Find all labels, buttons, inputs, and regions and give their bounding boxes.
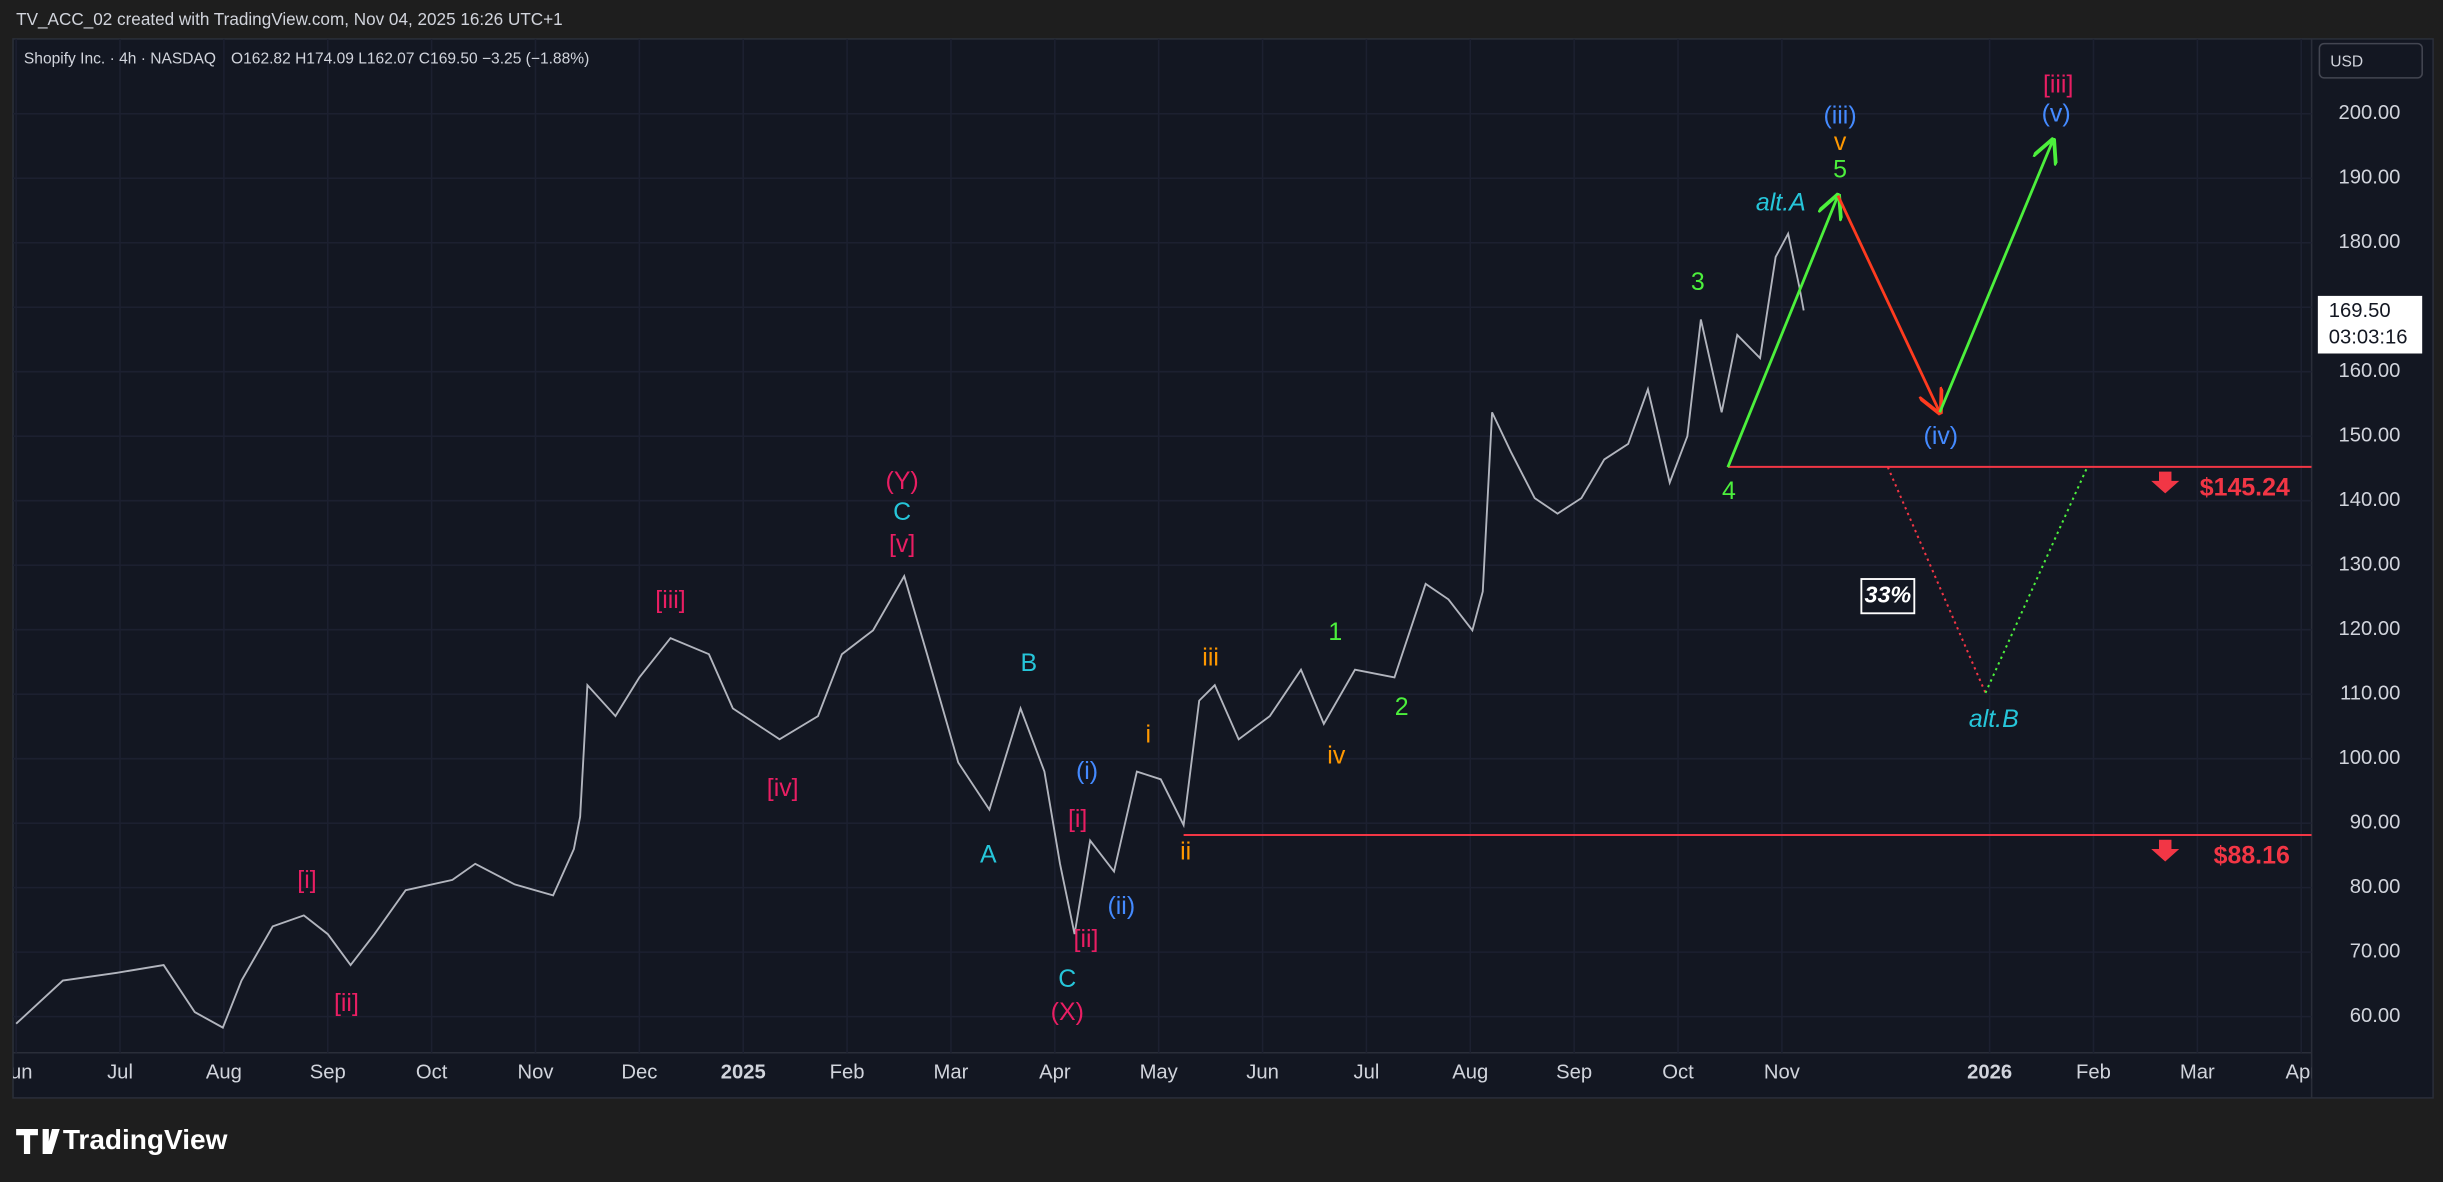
y-tick-label: 120.00 [2338,618,2400,640]
wave-label: [iii] [655,586,685,614]
x-tick-label: Sep [1556,1061,1592,1083]
wave-label: [iv] [767,774,799,802]
grid-layer [13,38,2312,1053]
currency-button[interactable] [2318,42,2423,79]
x-tick-label: Dec [621,1061,657,1083]
wave-label: (iii) [1823,102,1856,130]
y-tick-label: 70.00 [2350,940,2401,962]
level-arrow-icon [2151,839,2180,862]
y-tick-label: 80.00 [2350,876,2401,898]
y-tick-label: 110.00 [2340,683,2400,705]
x-tick-label: 2026 [1967,1061,2012,1083]
x-tick-label: 2025 [721,1061,766,1083]
axes-layer: 60.0070.0080.0090.00100.00110.00120.0013… [0,102,2401,1083]
wave-label: [i] [1068,805,1087,833]
y-tick-label: 180.00 [2338,231,2400,253]
x-tick-label: Feb [2076,1061,2111,1083]
x-tick-label: Nov [1764,1061,1801,1083]
x-tick-label: Jun [0,1061,32,1083]
wave-label: 4 [1722,477,1736,505]
x-tick-label: Jun [1246,1061,1279,1083]
wave-label: (v) [2042,100,2071,128]
brand-logo: TradingView [16,1124,228,1155]
brand: TradingView [63,1124,228,1155]
x-tick-label: Oct [1662,1061,1694,1083]
x-tick-label: Mar [934,1061,969,1083]
level-label: $88.16 [2214,841,2290,869]
x-tick-label: Nov [517,1061,554,1083]
x-tick-label: Sep [310,1061,346,1083]
price-tag-price: 169.50 [2329,300,2391,322]
wave-label: C [1058,965,1076,993]
wave-label: v [1834,128,1847,156]
y-tick-label: 150.00 [2338,425,2400,447]
wave-label: 5 [1833,156,1847,184]
x-tick-label: Jul [107,1061,133,1083]
x-tick-label: Oct [416,1061,448,1083]
y-tick-label: 160.00 [2338,360,2400,382]
legend-ohlc: O162.82 H174.09 L162.07 C169.50 −3.25 (−… [231,50,589,67]
wave-label: iii [1202,643,1219,671]
x-tick-label: Aug [206,1061,242,1083]
wave-label: [v] [889,530,915,558]
wave-label: ii [1180,837,1191,865]
y-tick-label: 200.00 [2338,102,2400,124]
projection-line [1938,140,2053,413]
level-label: $145.24 [2200,473,2290,501]
x-tick-label: Jul [1353,1061,1379,1083]
wave-label: iv [1327,741,1346,769]
price-tag [2317,295,2423,354]
x-tick-label: Apr [1039,1061,1071,1083]
level-arrow-icon [2151,471,2180,494]
y-tick-label: 100.00 [2338,747,2400,769]
y-tick-label: 60.00 [2350,1005,2401,1027]
wave-label: alt.A [1756,189,1806,217]
wave-label: 3 [1691,268,1705,296]
wave-label: C [893,498,911,526]
plot-layer: [i] [ii] [iii] [iv] (Y) C [v] B A (i) [i] (ii) [ii] C… [15,71,2312,1029]
wave-label: (ii) [1107,892,1135,920]
x-tick-label: Apr [2285,1061,2317,1083]
currency[interactable]: USD [2330,53,2363,70]
wave-label: 2 [1395,693,1409,721]
wave-label: B [1021,649,1038,677]
y-tick-label: 190.00 [2338,167,2400,189]
wave-label: (X) [1051,998,1084,1026]
wave-label: 1 [1328,618,1342,646]
legend-symbol: Shopify Inc. · 4h · NASDAQ [24,50,216,67]
wave-label: alt.B [1969,705,2019,733]
x-tick-label: May [1140,1061,1179,1083]
wave-label: A [980,841,997,869]
wave-label: [iii] [2043,71,2073,99]
wave-label: (iv) [1924,422,1959,450]
header-caption: TV_ACC_02 created with TradingView.com, … [16,9,563,29]
wave-label: i [1146,721,1152,749]
projection-line [1984,466,2089,694]
wave-label: 33% [1864,581,1911,607]
wave-label: (i) [1076,757,1098,785]
y-tick-label: 140.00 [2338,489,2400,511]
annotation-box [1860,578,1916,615]
x-tick-label: Mar [2180,1061,2215,1083]
projection-line [1726,196,1838,468]
x-tick-label: Aug [1452,1061,1488,1083]
price-tag-countdown: 03:03:16 [2329,326,2408,348]
wave-label: [i] [297,866,316,894]
projection-line [1836,195,1940,413]
wave-label: (Y) [886,467,919,495]
chart-panel [12,38,2434,1099]
y-tick-label: 130.00 [2338,554,2400,576]
wave-label: [ii] [1074,925,1099,953]
y-tick-label: 90.00 [2350,812,2401,834]
price-line [15,231,1805,1029]
x-tick-label: Feb [830,1061,865,1083]
wave-label: [ii] [334,989,359,1017]
